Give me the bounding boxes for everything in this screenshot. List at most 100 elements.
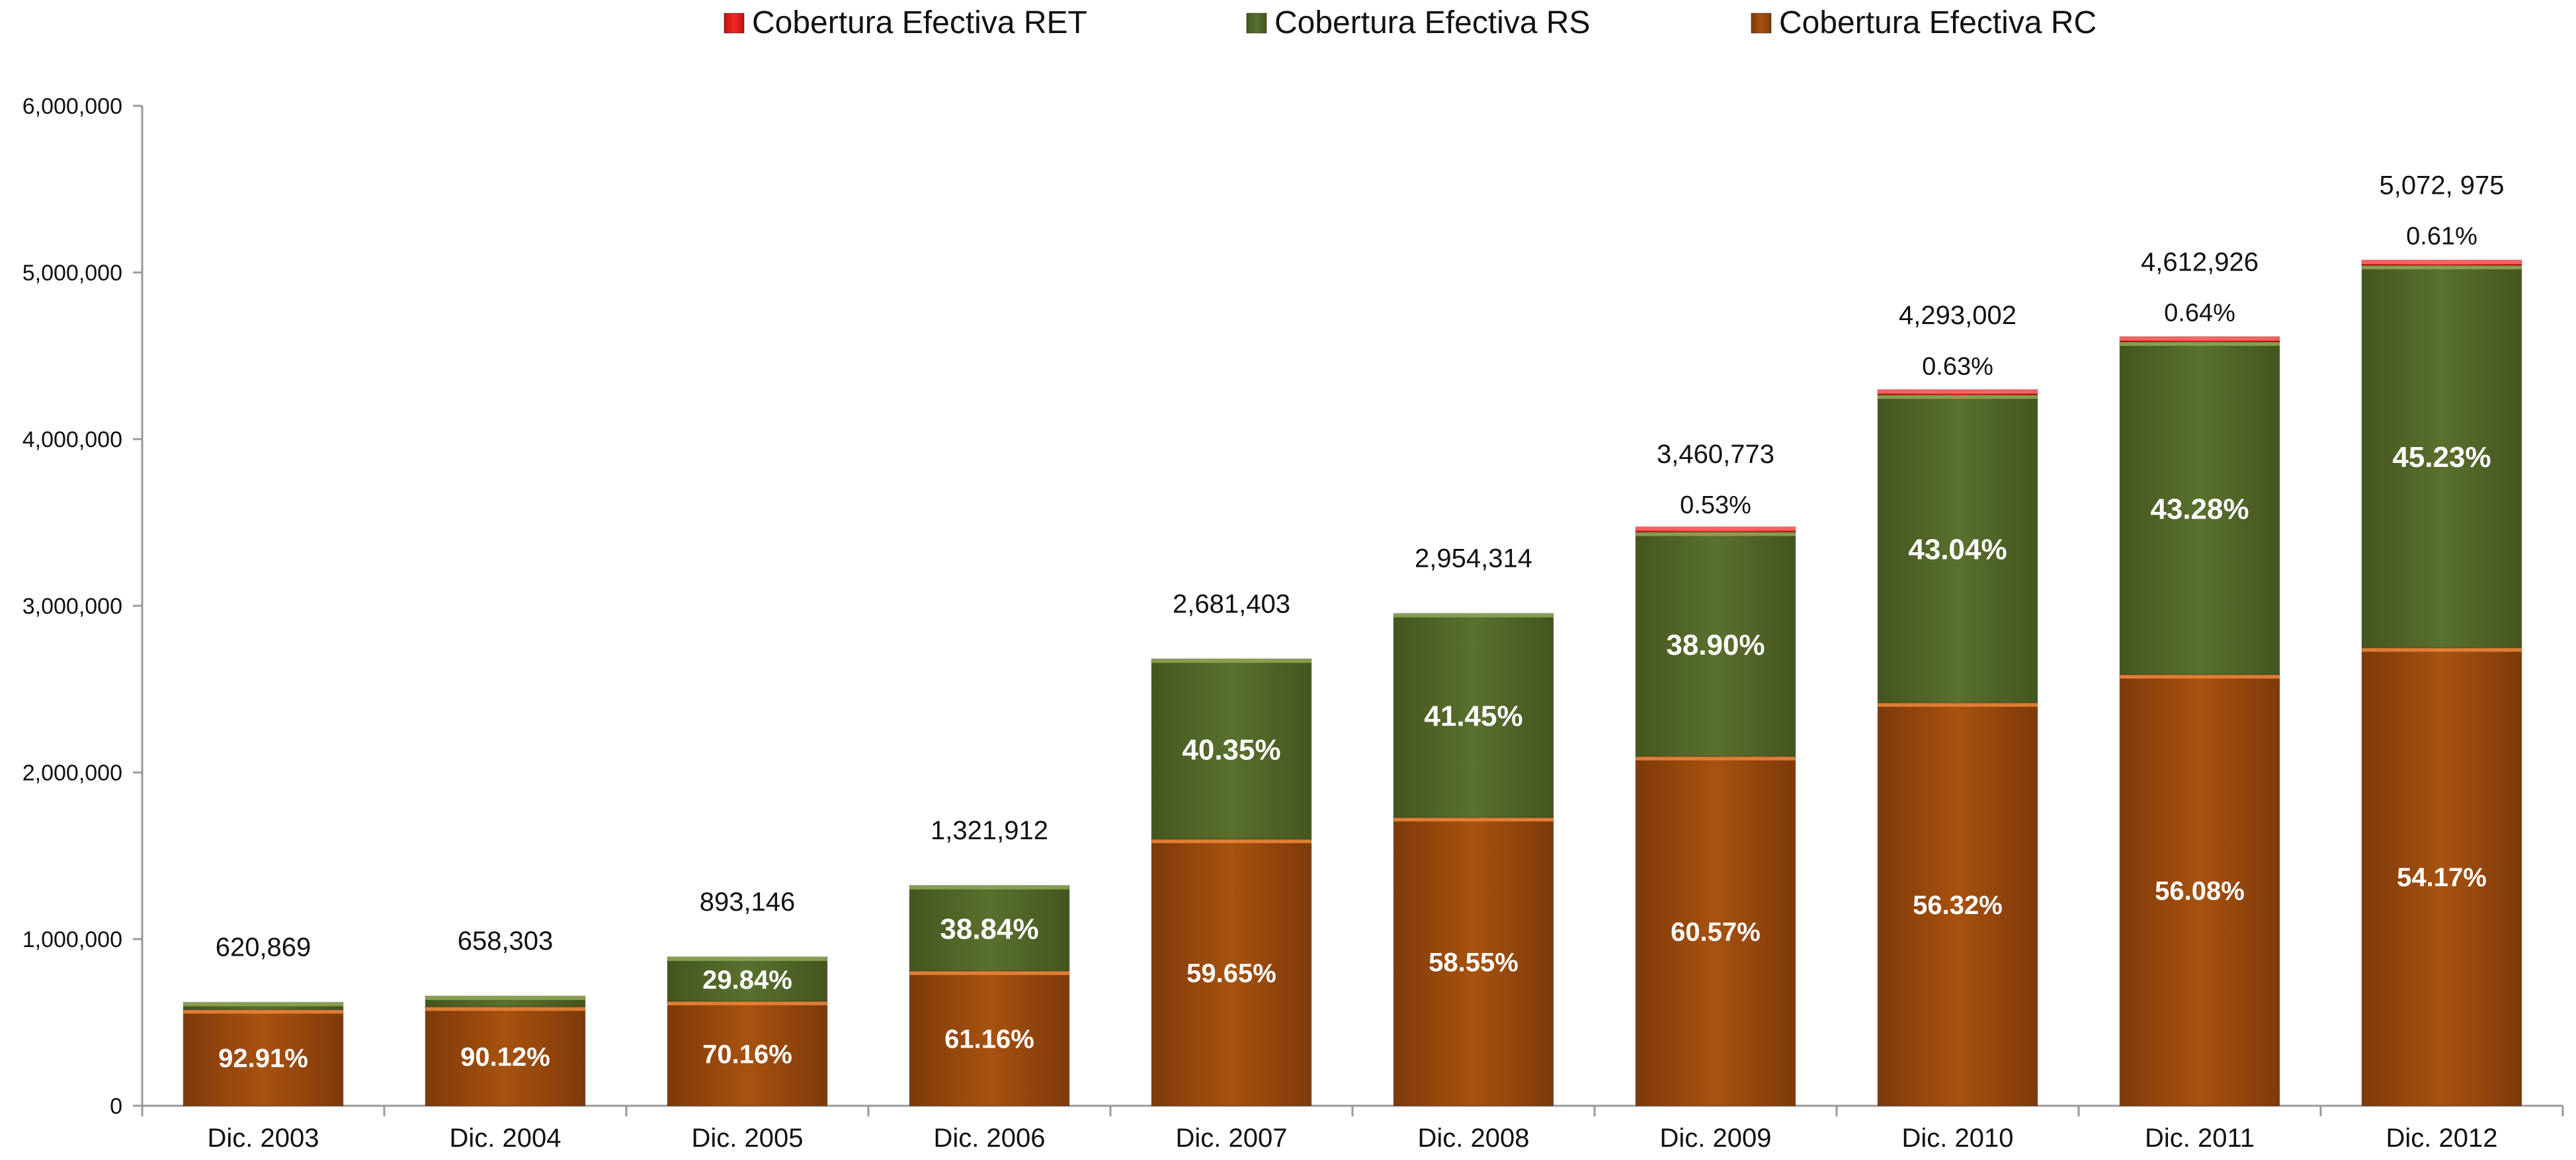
total-label: 4,612,926 — [2141, 248, 2259, 277]
bar-segment-rs — [2119, 341, 2280, 675]
total-label: 3,460,773 — [1657, 440, 1774, 469]
segment-percent-label: 56.08% — [2155, 876, 2245, 905]
x-tick-label: Dic. 2007 — [1176, 1124, 1288, 1153]
x-tick-label: Dic. 2012 — [2386, 1124, 2498, 1153]
segment-percent-label: 40.35% — [1182, 733, 1280, 766]
y-tick-label: 2,000,000 — [22, 761, 122, 786]
total-label: 893,146 — [700, 888, 796, 917]
total-label: 1,321,912 — [931, 816, 1048, 845]
bar-segment-rc — [909, 970, 1070, 1106]
bar-segment-rc — [425, 1006, 586, 1106]
bar-segment-rs — [1393, 612, 1554, 818]
legend-label: Cobertura Efectiva RC — [1779, 5, 2097, 40]
segment-percent-label: 38.84% — [940, 913, 1038, 945]
bar-segment-edge — [1151, 659, 1311, 663]
x-tick-label: Dic. 2010 — [1902, 1124, 2014, 1153]
total-label: 2,954,314 — [1415, 544, 1532, 573]
bar-segment-edge — [2362, 647, 2522, 652]
y-tick-label: 1,000,000 — [22, 927, 122, 952]
bar-segment-rs — [909, 885, 1070, 972]
legend-item: Cobertura Efectiva RS — [1246, 5, 1591, 40]
total-label: 2,681,403 — [1173, 589, 1290, 618]
segment-percent-label: 29.84% — [702, 966, 792, 995]
bar-segment-rs — [667, 956, 828, 1002]
bar-segment-edge — [425, 1007, 585, 1011]
segment-percent-label: 58.55% — [1429, 948, 1518, 977]
ret-percent-label: 0.63% — [1922, 352, 1993, 380]
axes: 0 1,000,000 2,000,000 3,000,000 4,000,000 5,0… — [22, 94, 2564, 1153]
legend-label: Cobertura Efectiva RS — [1274, 5, 1591, 40]
ret-percent-label: 0.61% — [2406, 223, 2477, 251]
y-tick-label: 0 — [110, 1094, 122, 1119]
x-tick-label: Dic. 2006 — [934, 1124, 1046, 1153]
x-tick-label: Dic. 2004 — [450, 1124, 561, 1153]
segment-percent-label: 60.57% — [1671, 917, 1761, 946]
data-labels: 92.91% 620,869 90.12% 658,303 70.16% 29.84% 89… — [216, 171, 2505, 1073]
total-label: 658,303 — [458, 927, 554, 956]
bar-segment-edge — [183, 1009, 343, 1014]
bar-segment-edge — [1878, 702, 2038, 707]
segment-percent-label: 90.12% — [460, 1043, 550, 1072]
y-tick-label: 6,000,000 — [22, 94, 122, 119]
x-tick-label: Dic. 2003 — [208, 1124, 319, 1153]
x-tick-label: Dic. 2008 — [1418, 1124, 1530, 1153]
bar-segment-rs — [1635, 531, 1796, 757]
bar-segment-edge — [2120, 675, 2280, 679]
segment-percent-label: 92.91% — [218, 1044, 308, 1073]
bar-segment-edge — [1878, 395, 2038, 399]
x-tick-label: Dic. 2009 — [1660, 1124, 1772, 1153]
y-tick-label: 4,000,000 — [22, 427, 122, 452]
bar-segment-edge — [1393, 817, 1554, 822]
bar-segment-rc — [1877, 702, 2038, 1106]
total-label: 4,293,002 — [1899, 301, 2016, 330]
bar-segment-rc — [1635, 756, 1796, 1106]
legend-swatch — [1751, 13, 1772, 34]
bar-segment-edge — [909, 885, 1069, 890]
legend-label: Cobertura Efectiva RET — [752, 5, 1087, 40]
segment-percent-label: 54.17% — [2397, 863, 2487, 892]
legend-item: Cobertura Efectiva RET — [724, 5, 1087, 40]
legend-swatch — [724, 13, 745, 34]
bar-segment-edge — [1636, 526, 1796, 531]
segment-percent-label: 59.65% — [1186, 959, 1276, 988]
total-label: 5,072, 975 — [2379, 171, 2504, 200]
bar-segment-edge — [1636, 532, 1796, 536]
bar-segment-rc — [1393, 817, 1554, 1106]
segment-percent-label: 41.45% — [1424, 700, 1522, 733]
bar-segment-edge — [1878, 390, 2038, 394]
bar-segment-edge — [183, 1002, 343, 1007]
y-tick-label: 3,000,000 — [22, 594, 122, 619]
bar-segment-rc — [667, 1001, 828, 1106]
bar-segment-rc — [2361, 647, 2522, 1106]
bar-segment-rs — [1151, 658, 1312, 840]
ret-percent-label: 0.64% — [2164, 300, 2235, 327]
legend-item: Cobertura Efectiva RC — [1751, 5, 2097, 40]
bar-segment-edge — [2362, 260, 2522, 265]
segment-percent-label: 43.28% — [2150, 493, 2249, 525]
bar-segment-edge — [909, 971, 1069, 975]
total-label: 620,869 — [216, 933, 312, 962]
bar-segment-rs — [2361, 265, 2522, 649]
segment-percent-label: 70.16% — [702, 1040, 792, 1069]
bar-segment-edge — [2120, 336, 2280, 341]
ret-percent-label: 0.53% — [1680, 491, 1751, 519]
legend: Cobertura Efectiva RET Cobertura Efectiva… — [724, 5, 2097, 40]
bar-segment-edge — [667, 1001, 827, 1006]
x-tick-label: Dic. 2005 — [692, 1124, 804, 1153]
bar-segment-edge — [667, 956, 827, 961]
bar-segment-edge — [2120, 341, 2280, 346]
bar-segment-rc — [183, 1009, 344, 1106]
bar-segment-edge — [1151, 839, 1311, 843]
segment-percent-label: 38.90% — [1666, 629, 1765, 661]
bar-segment-edge — [2362, 265, 2522, 270]
bar-segment-rc — [1151, 839, 1312, 1106]
segment-percent-label: 45.23% — [2392, 441, 2491, 474]
segment-percent-label: 61.16% — [944, 1025, 1034, 1054]
segment-percent-label: 43.04% — [1908, 534, 2007, 566]
bar-segment-edge — [1636, 756, 1796, 761]
y-tick-label: 5,000,000 — [22, 261, 122, 286]
x-tick-label: Dic. 2011 — [2145, 1124, 2255, 1153]
segment-percent-label: 56.32% — [1913, 891, 2003, 920]
bar-segment-edge — [1393, 613, 1554, 618]
